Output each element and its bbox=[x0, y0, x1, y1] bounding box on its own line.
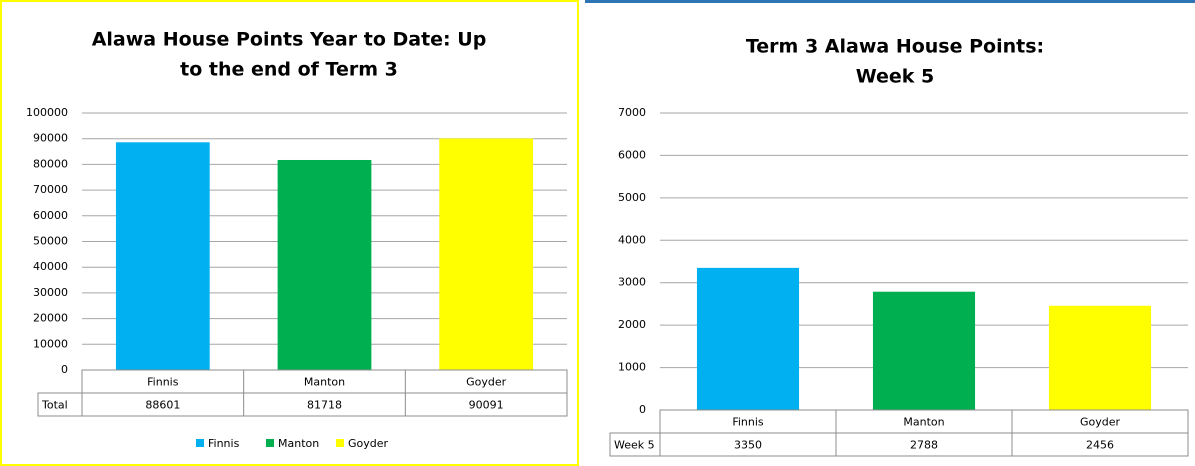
x-tick-label: Finnis bbox=[147, 376, 179, 389]
legend-swatch bbox=[266, 439, 274, 447]
x-tick-label: Goyder bbox=[1080, 416, 1121, 429]
y-tick-label: 3000 bbox=[618, 276, 646, 289]
y-tick-label: 0 bbox=[61, 363, 68, 376]
table-value-row bbox=[609, 432, 1189, 457]
bar bbox=[277, 159, 372, 370]
table-value: 88601 bbox=[145, 399, 180, 412]
table-value: 81718 bbox=[307, 399, 342, 412]
table-value: 2456 bbox=[1086, 439, 1114, 452]
y-tick-label: 20000 bbox=[33, 312, 68, 325]
y-tick-label: 50000 bbox=[33, 235, 68, 248]
table-value: 2788 bbox=[910, 439, 938, 452]
x-tick-label: Manton bbox=[304, 376, 345, 389]
chart-title: Week 5 bbox=[856, 66, 935, 88]
y-tick-label: 30000 bbox=[33, 286, 68, 299]
y-tick-label: 5000 bbox=[618, 191, 646, 204]
x-tick-label: Goyder bbox=[466, 376, 507, 389]
table-value: 90091 bbox=[469, 399, 504, 412]
legend-label: Manton bbox=[278, 437, 319, 450]
legend-label: Goyder bbox=[348, 437, 389, 450]
bar bbox=[872, 291, 976, 410]
chart-title: Alawa House Points Year to Date: Up bbox=[92, 29, 487, 51]
table-row-label: Week 5 bbox=[614, 439, 655, 452]
x-tick-label: Finnis bbox=[732, 416, 764, 429]
bar bbox=[115, 142, 210, 370]
legend-swatch bbox=[196, 439, 204, 447]
chart-title: Term 3 Alawa House Points: bbox=[746, 36, 1044, 58]
table-value: 3350 bbox=[734, 439, 762, 452]
y-tick-label: 6000 bbox=[618, 148, 646, 161]
legend-swatch bbox=[336, 439, 344, 447]
y-tick-label: 60000 bbox=[33, 209, 68, 222]
y-tick-label: 90000 bbox=[33, 132, 68, 145]
legend-label: Finnis bbox=[208, 437, 240, 450]
table-value-row bbox=[37, 392, 568, 417]
left-panel-border bbox=[0, 0, 579, 466]
bar bbox=[1048, 305, 1152, 410]
y-tick-label: 80000 bbox=[33, 157, 68, 170]
y-tick-label: 100000 bbox=[26, 106, 68, 119]
table-row-label: Total bbox=[41, 399, 68, 412]
x-tick-label: Manton bbox=[903, 416, 944, 429]
chart-title: to the end of Term 3 bbox=[180, 59, 398, 81]
bar bbox=[439, 138, 534, 370]
y-tick-label: 1000 bbox=[618, 361, 646, 374]
y-tick-label: 0 bbox=[639, 403, 646, 416]
y-tick-label: 40000 bbox=[33, 260, 68, 273]
bar bbox=[696, 267, 800, 410]
y-tick-label: 70000 bbox=[33, 183, 68, 196]
y-tick-label: 4000 bbox=[618, 233, 646, 246]
y-tick-label: 7000 bbox=[618, 106, 646, 119]
y-tick-label: 10000 bbox=[33, 337, 68, 350]
y-tick-label: 2000 bbox=[618, 318, 646, 331]
